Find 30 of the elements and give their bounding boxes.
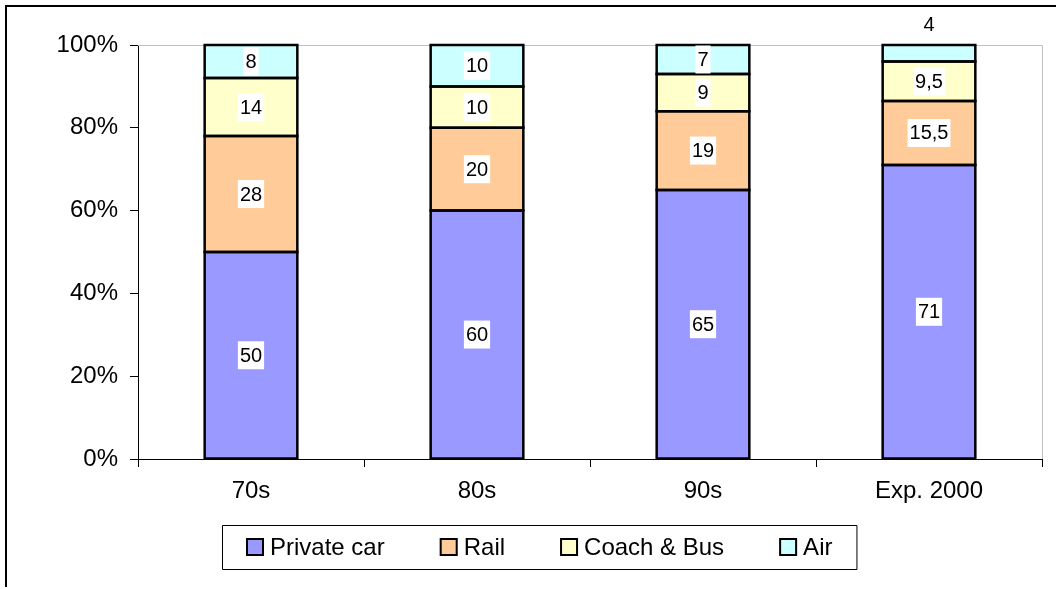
data-label: 14: [239, 95, 263, 118]
legend-label: Air: [803, 532, 833, 560]
data-label: 15,5: [909, 121, 949, 144]
data-label: 10: [465, 54, 489, 77]
y-tick-label: 100%: [56, 29, 118, 57]
y-tick-label: 40%: [69, 278, 118, 306]
y-tick-label: 80%: [69, 112, 118, 140]
y-tick-label: 20%: [69, 360, 118, 388]
y-tick-label: 0%: [83, 443, 118, 471]
x-tick-label: Exp. 2000: [874, 476, 984, 504]
data-label: 9,5: [915, 69, 943, 92]
x-tick-label: 70s: [231, 476, 271, 504]
data-label: 7: [697, 48, 709, 71]
data-label: 20: [465, 157, 489, 180]
x-tick-label: 90s: [683, 476, 723, 504]
data-label: 8: [245, 50, 257, 73]
legend-label: Rail: [463, 532, 506, 560]
data-label: 10: [465, 95, 489, 118]
data-label: 60: [465, 323, 489, 346]
data-label: 65: [691, 312, 715, 335]
data-label: 4: [923, 12, 935, 35]
legend-label: Coach & Bus: [584, 532, 725, 560]
x-tick-label: 80s: [457, 476, 497, 504]
data-label: 9: [697, 81, 709, 104]
data-label: 71: [917, 300, 941, 323]
legend-label: Private car: [270, 532, 385, 560]
data-label: 50: [239, 343, 263, 366]
data-label: 28: [239, 182, 263, 205]
y-tick-label: 60%: [69, 195, 118, 223]
data-label: 19: [691, 139, 715, 162]
